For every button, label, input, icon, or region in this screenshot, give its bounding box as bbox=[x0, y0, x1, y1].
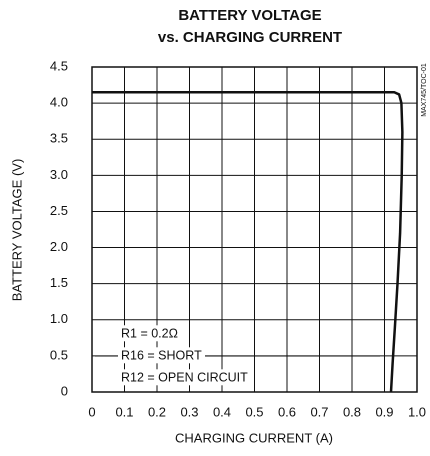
annotation: R16 = SHORT bbox=[121, 348, 202, 362]
y-tick-label: 2.5 bbox=[50, 203, 68, 218]
annotation-background bbox=[118, 347, 206, 364]
annotation-background bbox=[118, 369, 252, 386]
y-tick-label: 3.0 bbox=[50, 167, 68, 182]
line-series bbox=[92, 91, 404, 393]
x-tick-label: 0.7 bbox=[310, 404, 328, 419]
chart-subtitle: vs. CHARGING CURRENT bbox=[158, 29, 342, 46]
x-axis-label: CHARGING CURRENT (A) bbox=[175, 430, 333, 445]
y-tick-label: 1.5 bbox=[50, 275, 68, 290]
x-tick-label: 0.6 bbox=[278, 404, 296, 419]
annotation: R1 = 0.2Ω bbox=[121, 326, 178, 340]
x-tick-label: 0.1 bbox=[115, 404, 133, 419]
chart-title: BATTERY VOLTAGE bbox=[178, 7, 321, 24]
x-tick-label: 0.5 bbox=[245, 404, 263, 419]
x-tick-label: 0.3 bbox=[180, 404, 198, 419]
side-note: MAX745/TOC-01 bbox=[421, 63, 428, 117]
x-tick-label: 0.4 bbox=[213, 404, 231, 419]
y-tick-label: 0 bbox=[61, 383, 68, 398]
y-tick-label: 2.0 bbox=[50, 239, 68, 254]
y-tick-label: 3.5 bbox=[50, 131, 68, 146]
annotation: R12 = OPEN CIRCUIT bbox=[121, 370, 248, 384]
annotation-background bbox=[118, 325, 181, 342]
plot-frame bbox=[91, 66, 418, 393]
x-tick-label: 0.2 bbox=[148, 404, 166, 419]
x-tick-label: 0.9 bbox=[375, 404, 393, 419]
x-tick-label: 1.0 bbox=[408, 404, 426, 419]
x-tick-label: 0.8 bbox=[343, 404, 361, 419]
y-axis-label: BATTERY VOLTAGE (V) bbox=[9, 159, 24, 302]
y-tick-label: 4.5 bbox=[50, 58, 68, 73]
y-tick-label: 4.0 bbox=[50, 95, 68, 110]
y-tick-label: 0.5 bbox=[50, 347, 68, 362]
x-tick-label: 0 bbox=[88, 404, 95, 419]
y-tick-label: 1.0 bbox=[50, 311, 68, 326]
